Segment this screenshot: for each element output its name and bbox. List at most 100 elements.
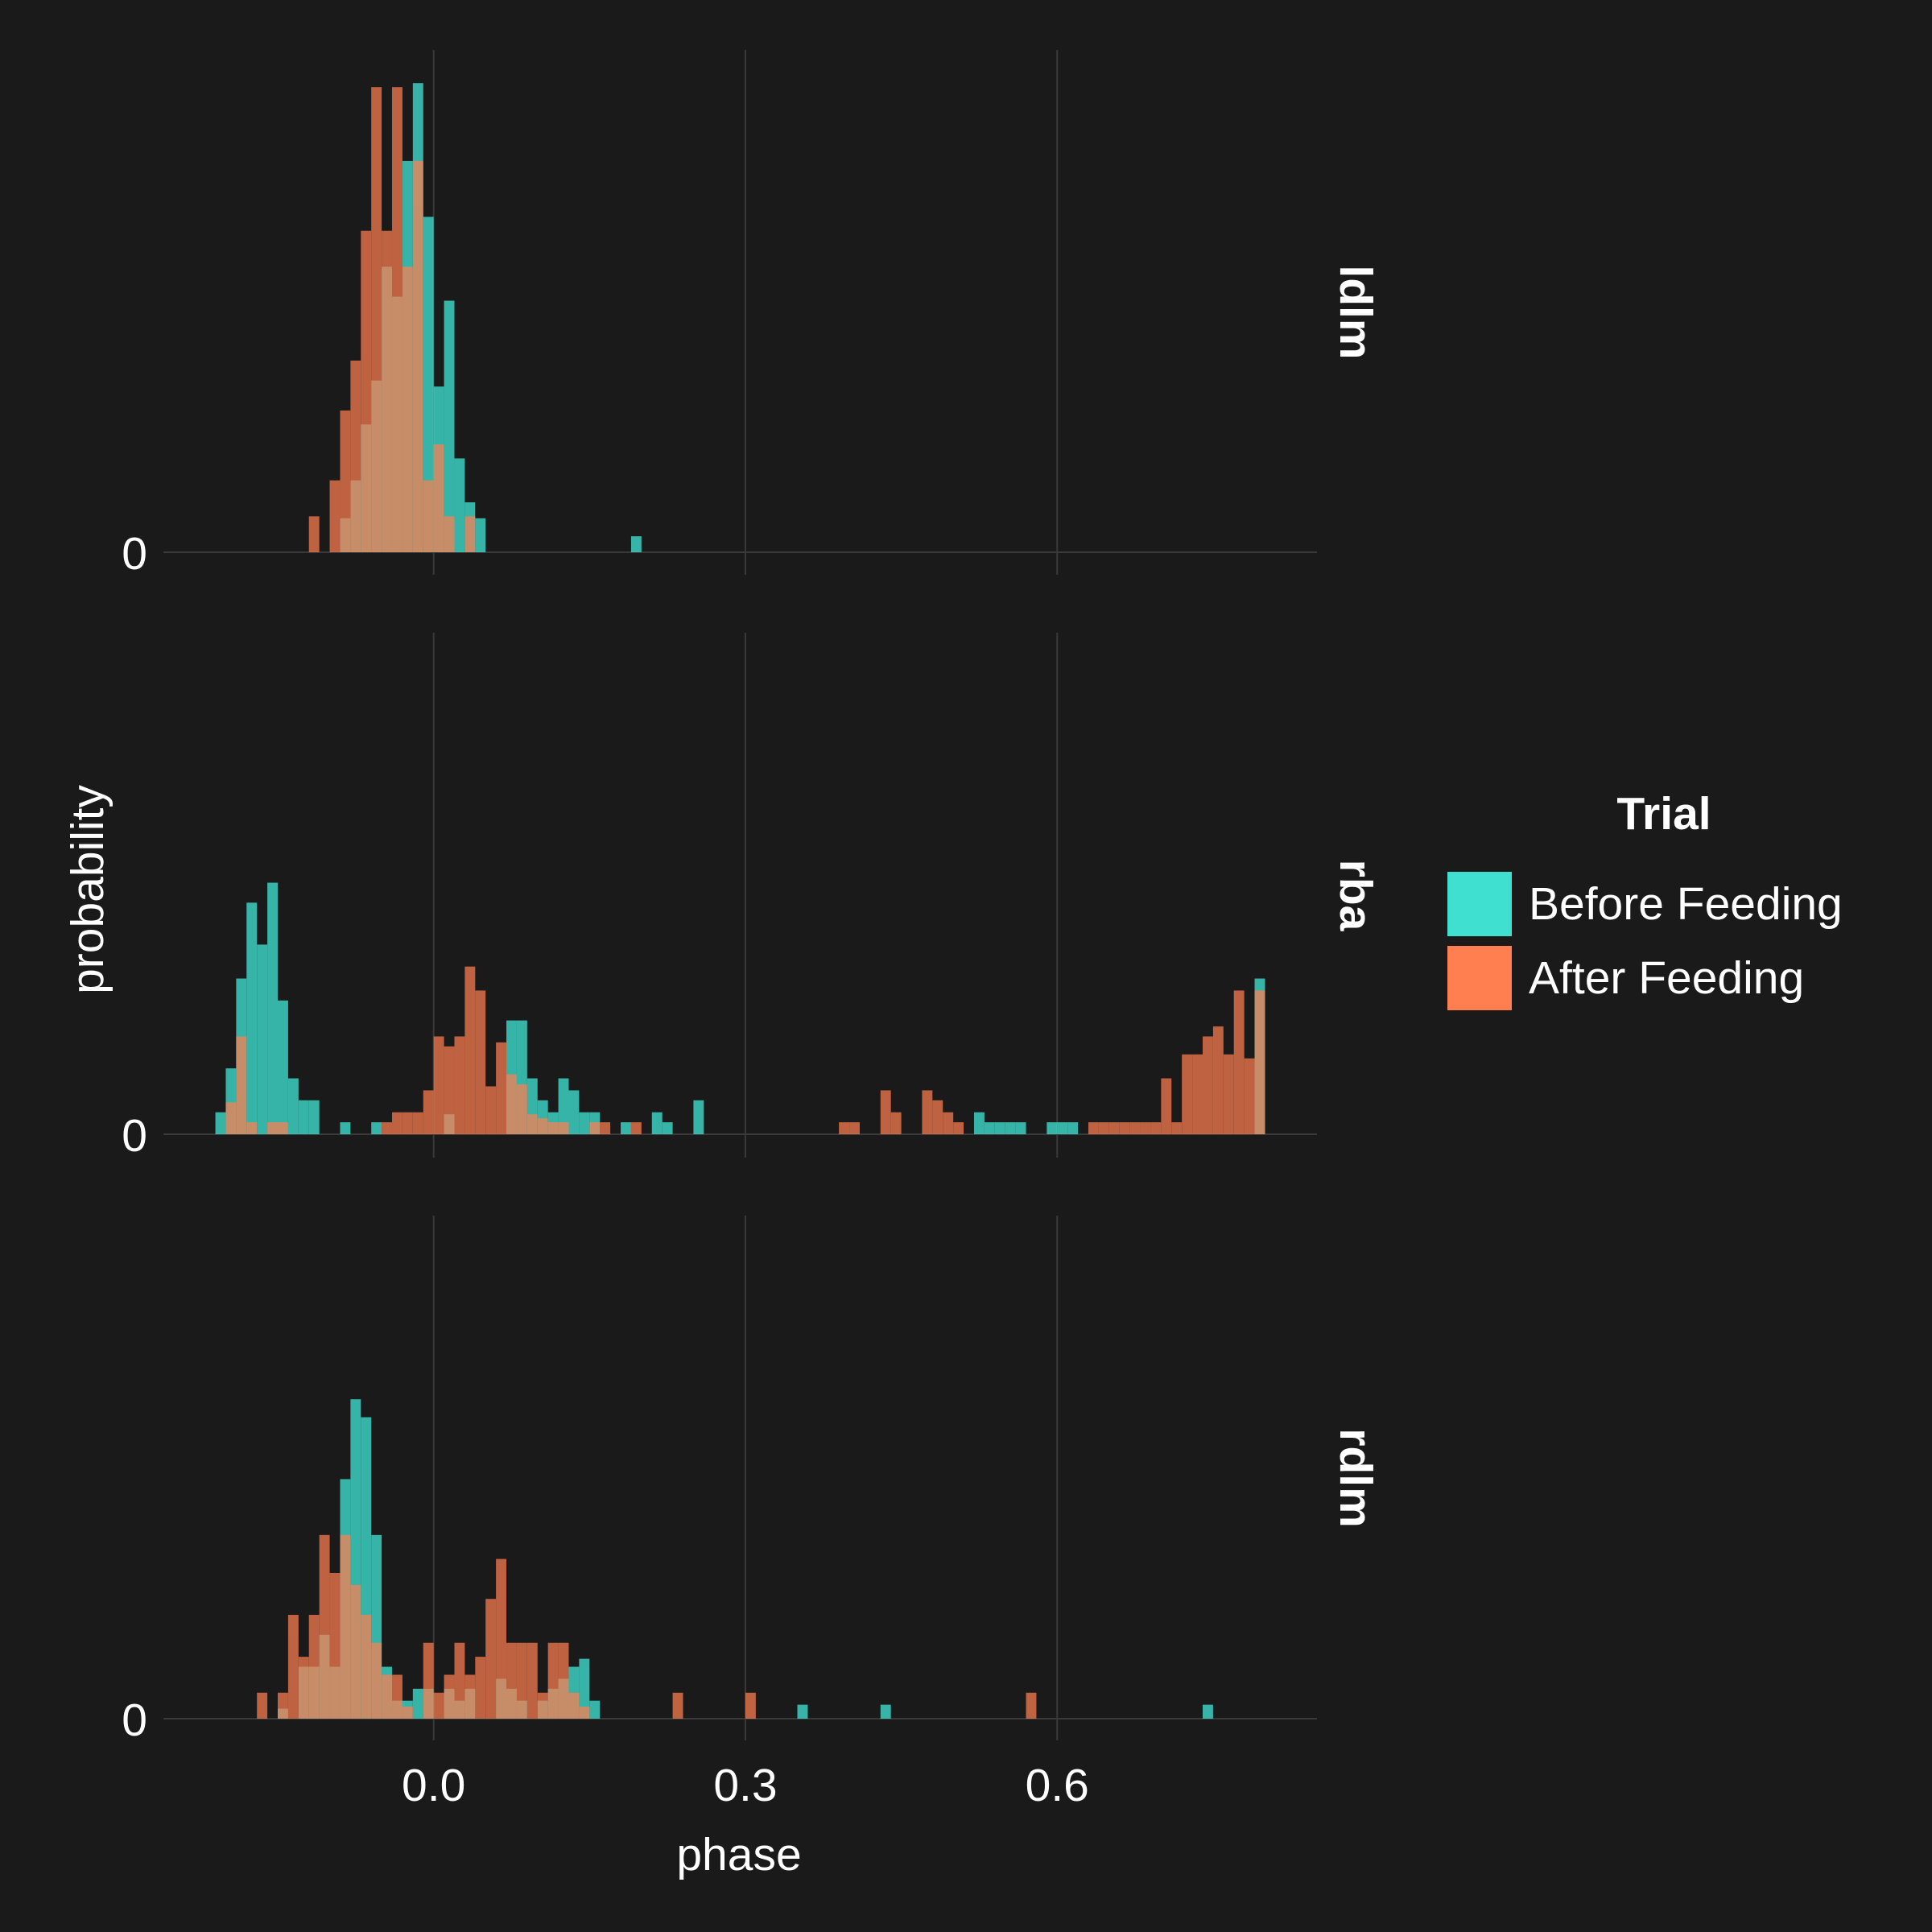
histogram-bar <box>693 1100 704 1134</box>
histogram-bar <box>433 1692 444 1719</box>
histogram-bar <box>506 1642 517 1719</box>
histogram-bar <box>1223 1054 1234 1134</box>
legend-key-before-feeding <box>1447 872 1512 936</box>
histogram-bar <box>215 1112 226 1134</box>
histogram-bar <box>454 458 465 552</box>
y-tick-label: 0 <box>122 528 147 580</box>
histogram-bar <box>651 1112 663 1134</box>
histogram-bar <box>267 1122 279 1134</box>
y-tick-label: 0 <box>122 1695 147 1746</box>
histogram-bar <box>382 1122 393 1134</box>
histogram-bar <box>516 1642 527 1719</box>
histogram-bar <box>423 217 434 552</box>
histogram-bar <box>298 1657 309 1719</box>
histogram-bar <box>340 1534 351 1719</box>
histogram-bar <box>880 1090 891 1134</box>
histogram-bar <box>745 1692 756 1719</box>
histogram-bar <box>558 1642 569 1719</box>
histogram-bar <box>943 1112 954 1134</box>
histogram-bar <box>589 1122 601 1134</box>
series-before-feeding <box>215 882 1265 1134</box>
histogram-bar <box>444 300 455 552</box>
histogram-bar <box>1171 1122 1183 1134</box>
histogram-bar <box>433 1036 444 1134</box>
histogram-bar <box>444 516 455 552</box>
legend-key-after-feeding <box>1447 946 1512 1010</box>
histogram-bar <box>392 1112 402 1134</box>
histogram-bar <box>308 516 320 552</box>
histogram-bar <box>496 1558 507 1719</box>
histogram-bar <box>1108 1122 1120 1134</box>
histogram-bar <box>298 1100 309 1134</box>
series-after-feeding <box>257 1534 1037 1719</box>
histogram-bar <box>1212 1026 1224 1134</box>
histogram-bar <box>797 1704 808 1719</box>
histogram-bar <box>329 1572 341 1719</box>
histogram-bar <box>537 1118 548 1134</box>
x-tick-label: 0.0 <box>402 1760 465 1811</box>
histogram-bar <box>278 1122 288 1134</box>
histogram-bar <box>1057 1122 1068 1134</box>
histogram-bar <box>382 230 393 552</box>
histogram-bar <box>579 1112 590 1134</box>
histogram-bar <box>475 1657 486 1719</box>
histogram-bar <box>485 1599 497 1719</box>
histogram-bar <box>579 1707 590 1719</box>
histogram-bar <box>630 1122 642 1134</box>
legend-title: Trial <box>1616 788 1711 840</box>
facet-label-rdlm: rdlm <box>1330 1428 1381 1528</box>
histogram-bar <box>662 1122 673 1134</box>
histogram-bar <box>984 1122 995 1134</box>
histogram-bar <box>464 516 476 552</box>
histogram-bar <box>350 360 361 552</box>
histogram-bar <box>371 1122 382 1134</box>
histogram-bar <box>579 1658 590 1719</box>
histogram-bar <box>402 1707 413 1719</box>
histogram-bar <box>423 1642 434 1719</box>
histogram-bar <box>444 1046 455 1134</box>
histogram-bar <box>547 1642 559 1719</box>
histogram-bar <box>454 1642 465 1719</box>
histogram-bar <box>516 1084 527 1134</box>
histogram-bar <box>225 1102 237 1134</box>
histogram-bar <box>278 1000 288 1134</box>
facet-panel-ldlm: 0 ldlm <box>122 50 1381 580</box>
histogram-bar <box>1202 1704 1213 1719</box>
histogram-bar <box>672 1692 683 1719</box>
histogram-bar <box>287 1078 299 1134</box>
histogram-bar <box>1088 1122 1099 1134</box>
histogram-bar <box>558 1078 569 1134</box>
histogram-bar <box>558 1122 569 1134</box>
histogram-bar <box>1119 1122 1130 1134</box>
histogram-bar <box>1067 1122 1079 1134</box>
histogram-bar <box>371 87 382 552</box>
series-after-feeding <box>225 966 1265 1134</box>
histogram-bar <box>1233 990 1245 1134</box>
facet-panel-rdlm: 0 rdlm <box>122 1216 1381 1746</box>
histogram-bar <box>392 87 402 552</box>
histogram-bar <box>547 1122 559 1134</box>
histogram-bar <box>267 882 279 1134</box>
histogram-bar <box>496 1042 507 1134</box>
histogram-bar <box>537 1692 548 1719</box>
histogram-bar <box>402 266 413 552</box>
histogram-bar <box>1254 990 1265 1134</box>
histogram-bar <box>423 480 434 552</box>
histogram-bar <box>600 1122 611 1134</box>
histogram-bar <box>444 1674 455 1719</box>
y-tick-label: 0 <box>122 1110 147 1162</box>
histogram-bar <box>1005 1122 1016 1134</box>
histogram-bar <box>412 160 423 553</box>
histogram-bar <box>257 1692 268 1719</box>
histogram-bar <box>475 518 486 552</box>
facet-label-rba: rba <box>1330 860 1381 932</box>
x-axis-title: phase <box>676 1829 801 1880</box>
histogram-bar <box>953 1122 964 1134</box>
facet-panel-rba: 0 rba <box>122 633 1381 1162</box>
histogram-bar <box>433 444 444 552</box>
histogram-bar <box>1150 1122 1162 1134</box>
histogram-bar <box>1026 1692 1037 1719</box>
x-tick-label: 0.3 <box>713 1760 777 1811</box>
histogram-bar <box>392 1674 402 1719</box>
